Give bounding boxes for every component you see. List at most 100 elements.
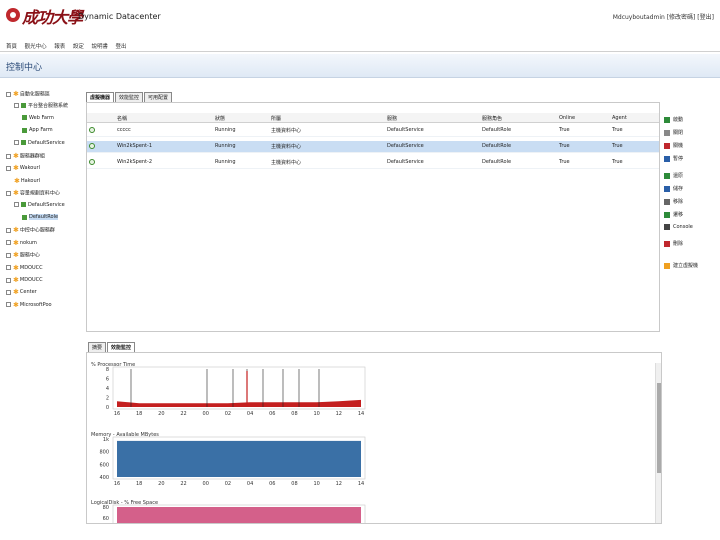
action-label: 建立虛擬機 — [673, 263, 699, 269]
user-links[interactable]: [修改密碼] [登出] — [666, 14, 714, 21]
university-seal-logo — [6, 8, 20, 22]
tree-expander-icon[interactable] — [6, 153, 11, 159]
tree-expander-icon[interactable] — [14, 202, 19, 208]
menu-item-logout[interactable]: 登出 — [115, 44, 127, 50]
col-owner[interactable]: 所屬 — [271, 116, 282, 122]
tree-node[interactable]: DefaultService — [14, 202, 65, 210]
folder-star-icon: ✱ — [13, 300, 19, 309]
action-6[interactable]: 移除 — [664, 198, 683, 207]
col-online[interactable]: Online — [559, 115, 576, 121]
tree-node-label: Wakourl — [19, 165, 40, 172]
action-icon — [664, 155, 670, 162]
tab-performance[interactable]: 效能監控 — [115, 92, 144, 102]
col-service[interactable]: 服務 — [387, 116, 398, 122]
folder-star-icon: ✱ — [14, 176, 20, 185]
col-agent[interactable]: Agent — [612, 115, 627, 121]
x-tick-label: 20 — [158, 481, 164, 487]
tab-summary[interactable]: 摘要 — [88, 342, 107, 352]
tree-node-label: 容量規劃資料中心 — [19, 190, 60, 197]
tree-node[interactable]: DefaultService — [14, 140, 65, 148]
x-tick-label: 10 — [313, 481, 319, 487]
tree-node[interactable]: ✱MDOUCC — [6, 264, 43, 272]
y-tick-label: 0 — [106, 405, 109, 411]
running-status-icon — [89, 143, 95, 149]
tree-node-label: 平台整合服務系統 — [28, 103, 69, 110]
action-icon — [664, 142, 670, 149]
tree-node[interactable]: ✱自動化服務區 — [6, 90, 50, 98]
action-4[interactable]: 還原 — [664, 172, 683, 181]
tree-expander-icon[interactable] — [6, 165, 11, 171]
tree-node[interactable]: ✱服務中心 — [6, 251, 40, 259]
tree-node[interactable]: ✱Center — [6, 288, 37, 296]
y-tick-label: 4 — [106, 386, 109, 392]
table-row[interactable]: Win2kSpent-1 Running 主機資料中心 DefaultService D… — [87, 141, 659, 153]
action-0[interactable]: 啟動 — [664, 116, 683, 125]
tab-config[interactable]: 可用配置 — [144, 92, 173, 102]
tree-node[interactable]: ✱容量規劃資料中心 — [6, 189, 60, 197]
tree-expander-icon[interactable] — [6, 252, 11, 258]
action-label: 關機 — [673, 143, 684, 149]
y-tick-label: 80 — [103, 505, 109, 511]
action-label: 關閉 — [673, 130, 684, 136]
tree-node[interactable]: ✱服務器群組 — [6, 152, 45, 160]
col-name[interactable]: 名稱 — [117, 116, 128, 122]
action-1[interactable]: 關閉 — [664, 129, 683, 138]
tab-perf-monitor[interactable]: 效能監控 — [107, 342, 136, 352]
perf-scrollbar-thumb[interactable] — [657, 383, 661, 473]
tab-virtual-machines[interactable]: 虛擬機器 — [86, 92, 115, 102]
action-10[interactable]: 建立虛擬機 — [664, 262, 698, 271]
tree-expander-icon[interactable] — [6, 277, 11, 283]
table-row[interactable]: ccccc Running 主機資料中心 DefaultService DefaultR… — [87, 125, 659, 137]
tree-expander-icon[interactable] — [6, 190, 11, 196]
cell-online: True — [559, 159, 570, 165]
tree-expander-icon[interactable] — [14, 140, 19, 146]
tree-expander-icon[interactable] — [14, 103, 19, 109]
action-label: 儲存 — [673, 186, 684, 192]
action-5[interactable]: 儲存 — [664, 185, 683, 194]
action-9[interactable]: 刪除 — [664, 240, 683, 249]
running-status-icon — [89, 159, 95, 165]
tree-expander-icon[interactable] — [6, 302, 11, 308]
action-3[interactable]: 暫停 — [664, 155, 683, 164]
tree-node[interactable]: ✱MDOUCC — [6, 276, 43, 284]
menu-item-report[interactable]: 報表 — [54, 44, 66, 50]
tree-node[interactable]: ✱nokum — [6, 239, 37, 247]
tree-node-label: nokum — [19, 239, 37, 246]
tree-node[interactable]: Web Farm — [22, 115, 54, 123]
x-tick-label: 12 — [336, 481, 342, 487]
university-logo-text: 成功大學 — [22, 8, 83, 27]
menu-item-center[interactable]: 觀光中心 — [24, 44, 47, 50]
col-status[interactable]: 狀態 — [215, 116, 226, 122]
tree-expander-icon[interactable] — [6, 265, 11, 271]
grid-header: 名稱 狀態 所屬 服務 服務角色 Online Agent — [87, 113, 659, 123]
cell-agent: True — [612, 159, 623, 165]
x-tick-label: 08 — [291, 411, 297, 417]
tree-node[interactable]: ✱MicrosoftPoo — [6, 301, 52, 309]
tree-node[interactable]: ✱Wakourl — [6, 164, 40, 172]
col-role[interactable]: 服務角色 — [482, 116, 503, 122]
tree-node-label: MDOUCC — [19, 277, 43, 283]
tree-expander-icon[interactable] — [6, 240, 11, 246]
folder-star-icon: ✱ — [13, 238, 19, 247]
tree-expander-icon[interactable] — [6, 91, 11, 97]
action-label: Console — [673, 224, 693, 230]
tree-node[interactable]: ✱Hakourl — [14, 177, 40, 185]
menu-item-manual[interactable]: 說明書 — [91, 44, 108, 50]
perf-scrollbar[interactable] — [655, 363, 661, 523]
tree-node[interactable]: DefaultRole — [22, 214, 59, 222]
action-2[interactable]: 關機 — [664, 142, 683, 151]
menu-item-settings[interactable]: 設定 — [72, 44, 84, 50]
cell-name: Win2kSpent-2 — [117, 159, 153, 165]
tree-expander-icon[interactable] — [6, 227, 11, 233]
tree-node[interactable]: ✱中控中心服務群 — [6, 226, 55, 234]
action-8[interactable]: Console — [664, 224, 693, 233]
tree-node-label: 中控中心服務群 — [19, 227, 55, 234]
action-7[interactable]: 遷移 — [664, 211, 683, 220]
tree-node[interactable]: App Farm — [22, 127, 53, 135]
top-tab-strip: 虛擬機器 效能監控 可用配置 — [86, 92, 173, 102]
tree-node[interactable]: 平台整合服務系統 — [14, 102, 68, 110]
menu-item-home[interactable]: 首頁 — [6, 44, 18, 50]
tree-expander-icon[interactable] — [6, 289, 11, 295]
table-row[interactable]: Win2kSpent-2 Running 主機資料中心 DefaultService D… — [87, 157, 659, 169]
folder-star-icon: ✱ — [13, 263, 19, 272]
